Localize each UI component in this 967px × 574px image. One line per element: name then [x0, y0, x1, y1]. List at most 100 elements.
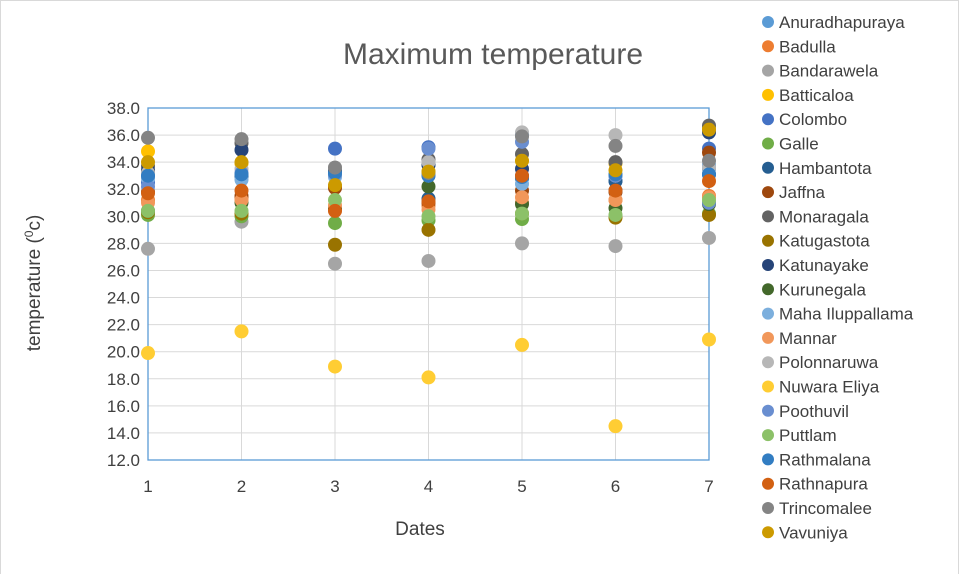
data-point	[328, 178, 342, 193]
series-rathnapura	[141, 168, 716, 218]
legend-item: Monaragala	[762, 207, 869, 226]
legend-item: Badulla	[762, 37, 836, 56]
legend-marker	[762, 356, 774, 369]
data-point	[328, 160, 342, 175]
y-tick-label: 26.0	[107, 261, 140, 280]
legend-item: Poothuvil	[762, 402, 849, 421]
legend-marker	[762, 429, 774, 442]
data-point	[515, 129, 529, 144]
data-point	[328, 359, 342, 374]
x-tick-label: 4	[424, 477, 433, 496]
data-point	[141, 241, 155, 256]
data-point	[421, 209, 436, 224]
legend-item: Colombo	[762, 110, 847, 129]
data-point	[141, 186, 155, 201]
legend-item: Katunayake	[762, 256, 869, 275]
legend-item: Kurunegala	[762, 280, 867, 299]
plot-area-border	[147, 107, 710, 461]
legend-item: Vavuniya	[762, 523, 848, 542]
legend-item: Nuwara Eliya	[762, 378, 880, 397]
y-tick-label: 38.0	[107, 99, 140, 118]
x-tick-label: 5	[517, 477, 526, 496]
data-point	[234, 142, 249, 157]
data-point	[515, 337, 529, 352]
data-point	[421, 194, 436, 209]
data-point	[702, 153, 716, 168]
y-tick-label: 32.0	[107, 180, 140, 199]
frame-border-left	[0, 0, 1, 574]
data-point	[141, 144, 155, 159]
y-tick-label: 18.0	[107, 370, 140, 389]
data-point	[328, 203, 342, 218]
legend-item: Galle	[762, 135, 819, 154]
legend-label: Badulla	[779, 37, 836, 56]
data-point	[702, 332, 716, 347]
legend-label: Katugastota	[779, 232, 870, 251]
y-tick-label: 22.0	[107, 316, 140, 335]
legend-label: Poothuvil	[779, 402, 849, 421]
legend-item: Rathmalana	[762, 450, 871, 469]
legend-label: Kurunegala	[779, 280, 867, 299]
y-tick-label: 28.0	[107, 234, 140, 253]
data-point	[234, 132, 249, 147]
y-tick-label: 36.0	[107, 126, 140, 145]
legend-label: Batticaloa	[779, 86, 854, 105]
legend-item: Katugastota	[762, 232, 870, 251]
data-point	[702, 174, 716, 189]
y-tick-label: 20.0	[107, 343, 140, 362]
data-point	[702, 122, 716, 137]
x-tick-label: 7	[704, 477, 713, 496]
legend-label: Galle	[779, 135, 819, 154]
legend-marker	[762, 137, 774, 150]
legend-marker	[762, 88, 774, 101]
data-point	[421, 164, 436, 179]
x-tick-label: 2	[237, 477, 246, 496]
data-point	[702, 193, 716, 208]
data-point	[608, 163, 623, 178]
legend-marker	[762, 453, 774, 466]
y-tick-label: 16.0	[107, 397, 140, 416]
data-points	[141, 118, 716, 434]
legend-item: Bandarawela	[762, 62, 879, 81]
data-point	[141, 130, 155, 145]
series-vavuniya	[141, 122, 716, 193]
data-point	[234, 324, 249, 339]
legend-marker	[762, 283, 774, 296]
legend-label: Trincomalee	[779, 499, 872, 518]
data-point	[141, 346, 155, 361]
legend-marker	[762, 234, 774, 247]
frame-border-top	[0, 0, 959, 1]
legend-item: Trincomalee	[762, 499, 872, 518]
data-point	[608, 419, 623, 434]
legend-marker	[762, 16, 774, 28]
legend-item: Anuradhapuraya	[762, 13, 905, 32]
data-point	[608, 207, 623, 222]
legend-marker	[762, 526, 774, 539]
legend-marker	[762, 259, 774, 271]
legend-label: Hambantota	[779, 159, 872, 178]
legend-marker	[762, 40, 774, 53]
legend-item: Batticaloa	[762, 86, 854, 105]
data-point	[234, 155, 249, 170]
data-point	[515, 153, 529, 168]
legend-item: Puttlam	[762, 426, 837, 445]
data-point	[421, 141, 436, 156]
x-tick-label: 1	[143, 477, 152, 496]
legend-item: Jaffna	[762, 183, 826, 202]
legend-marker	[762, 210, 774, 223]
x-axis-ticks: 1 2 3 4 5 6 7	[143, 477, 713, 496]
frame-border-right	[958, 0, 959, 574]
series-trincomalee	[141, 129, 716, 180]
y-tick-label: 24.0	[107, 289, 140, 308]
data-point	[608, 183, 623, 198]
legend-marker	[762, 161, 774, 174]
data-point	[702, 230, 716, 245]
y-axis-label-superscript: 0	[22, 230, 36, 237]
y-tick-label: 34.0	[107, 153, 140, 172]
legend-label: Anuradhapuraya	[779, 13, 905, 32]
x-tick-label: 6	[611, 477, 620, 496]
legend-marker	[762, 186, 774, 199]
data-point	[141, 155, 155, 170]
data-point	[515, 206, 529, 221]
legend-label: Mannar	[779, 329, 837, 348]
